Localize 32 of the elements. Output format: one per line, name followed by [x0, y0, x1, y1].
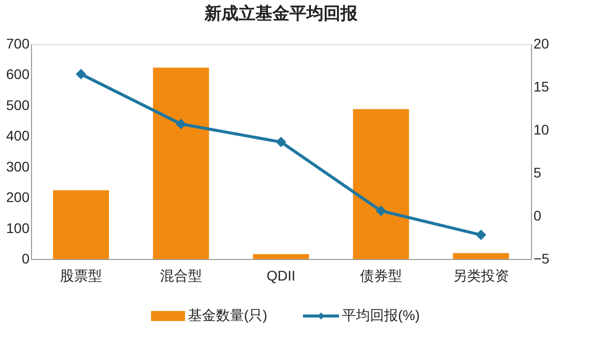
- point: [376, 206, 386, 216]
- point: [76, 68, 86, 80]
- y2-tick-label: 0: [534, 208, 542, 224]
- legend-label: 平均回报(%): [342, 307, 420, 323]
- x-tick-label: 混合型: [160, 268, 202, 284]
- x-tick-label: QDII: [266, 268, 296, 284]
- y2-tick-label: −5: [534, 250, 550, 266]
- y-tick-label: 0: [22, 250, 30, 266]
- bar: [453, 253, 509, 259]
- y-tick-label: 700: [6, 36, 30, 52]
- y-tick-label: 100: [6, 220, 30, 236]
- y2-tick-label: 5: [534, 164, 542, 180]
- point: [276, 136, 286, 148]
- y-tick-label: 600: [6, 66, 30, 82]
- legend-label: 基金数量(只): [188, 307, 268, 323]
- point: [176, 118, 186, 130]
- bar: [253, 254, 309, 259]
- x-tick-label: 另类投资: [453, 268, 509, 284]
- bar: [153, 68, 209, 259]
- bar: [353, 109, 409, 259]
- y2-tick-label: 10: [534, 122, 550, 138]
- bar: [53, 190, 109, 259]
- x-tick-label: 股票型: [60, 268, 102, 284]
- y-tick-label: 300: [6, 158, 30, 174]
- y-tick-label: 500: [6, 96, 30, 113]
- y2-tick-label: 15: [534, 78, 550, 94]
- y-tick-label: 200: [6, 189, 30, 206]
- chart-title: 新成立基金平均回报: [204, 4, 358, 23]
- y-tick-label: 400: [6, 128, 30, 144]
- x-tick-label: 债券型: [360, 268, 402, 284]
- y2-tick-label: 20: [534, 36, 550, 52]
- point: [476, 230, 486, 240]
